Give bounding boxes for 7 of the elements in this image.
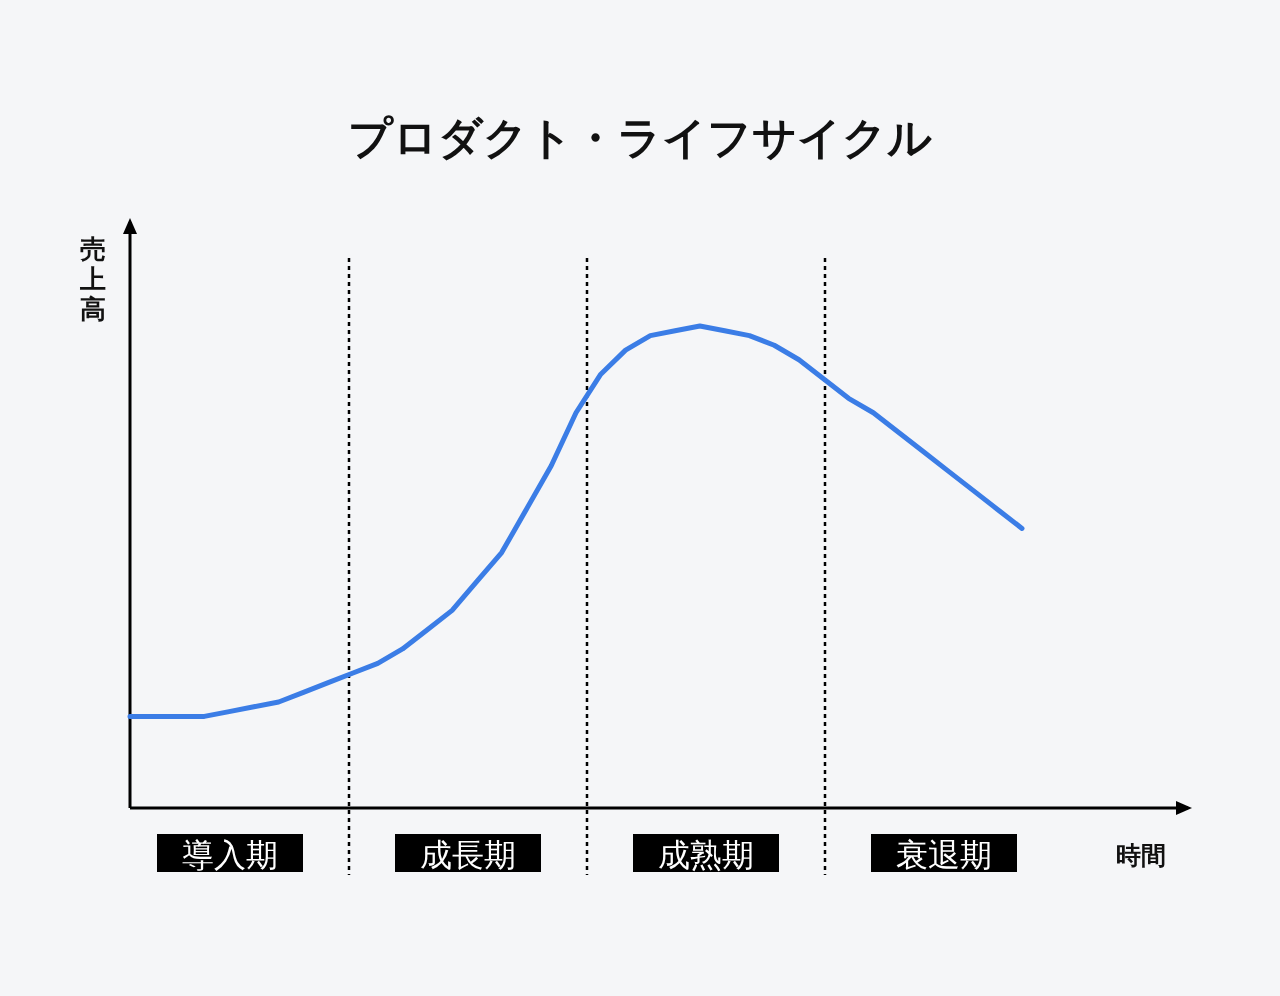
y-axis-title: 売上高: [79, 234, 106, 324]
text: 成長期: [420, 836, 516, 874]
chart-title: プロダクト・ライフサイクル: [348, 112, 932, 163]
text: 成熟期: [658, 836, 754, 874]
x-axis-title: 時間: [1116, 841, 1166, 870]
text: 導入期: [182, 836, 278, 874]
text: 衰退期: [896, 836, 992, 874]
